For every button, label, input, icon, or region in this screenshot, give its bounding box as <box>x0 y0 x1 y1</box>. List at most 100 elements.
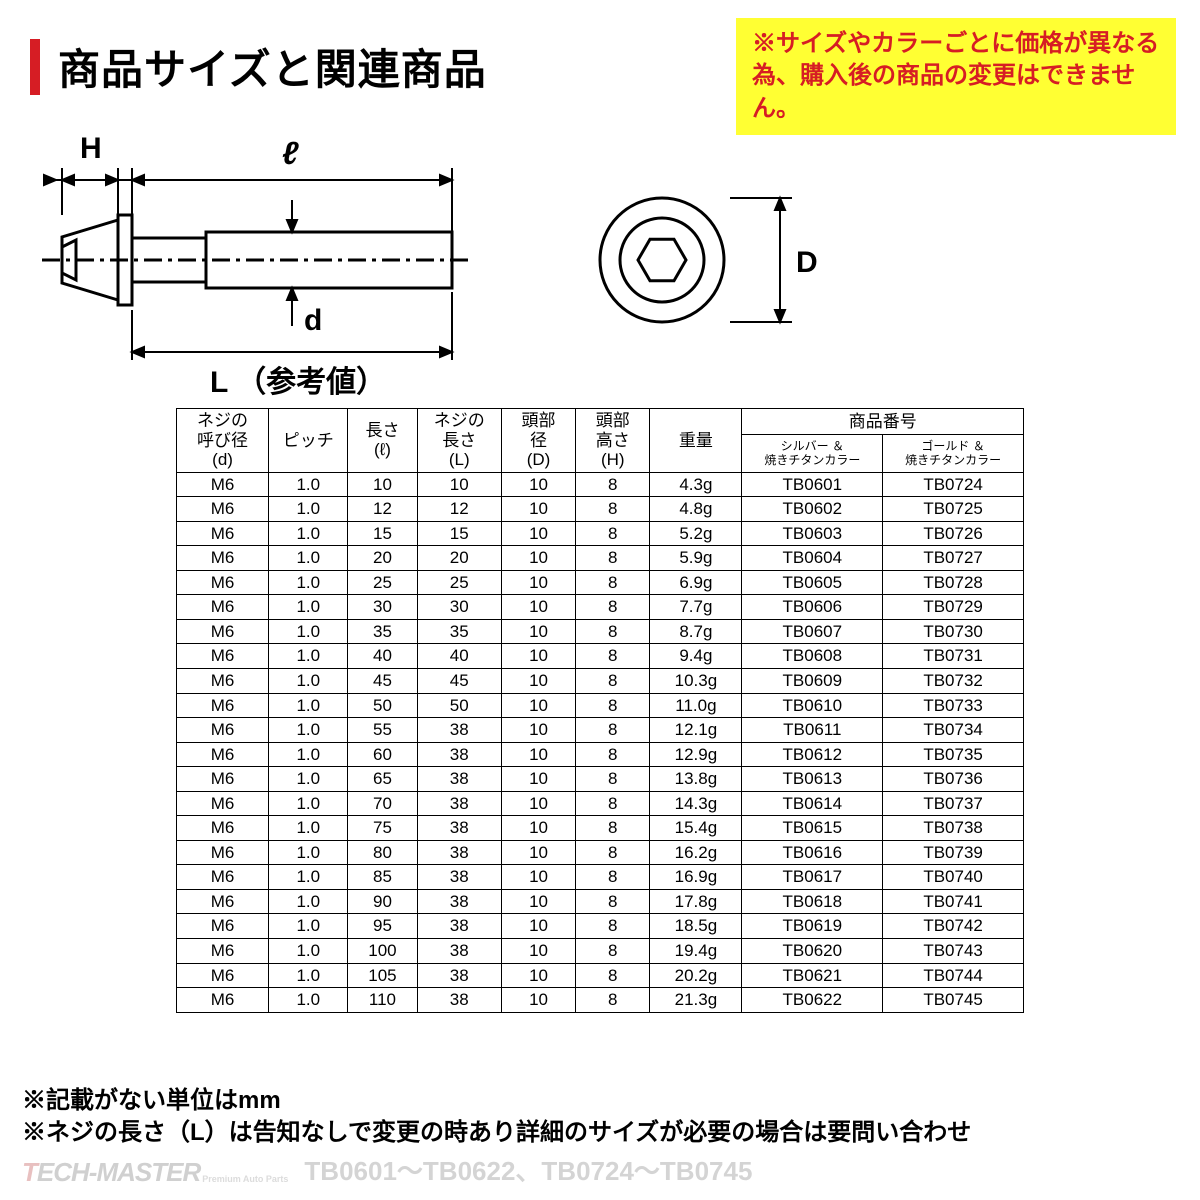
table-cell: 6.9g <box>650 570 742 595</box>
table-cell: 7.7g <box>650 595 742 620</box>
table-cell: 8 <box>576 595 650 620</box>
table-cell: 40 <box>417 644 501 669</box>
table-cell: 10 <box>501 963 575 988</box>
table-cell: 8 <box>576 497 650 522</box>
table-cell: 10 <box>501 693 575 718</box>
table-cell: TB0619 <box>742 914 883 939</box>
dim-label-H: H <box>80 132 102 165</box>
table-row: M61.0753810815.4gTB0615TB0738 <box>177 816 1024 841</box>
table-cell: 14.3g <box>650 791 742 816</box>
table-header: 頭部径(D) <box>501 409 575 473</box>
table-header: ネジの長さ(L) <box>417 409 501 473</box>
table-cell: 12 <box>417 497 501 522</box>
table-cell: TB0617 <box>742 865 883 890</box>
table-cell: 1.0 <box>269 742 348 767</box>
table-cell: 16.2g <box>650 840 742 865</box>
table-cell: M6 <box>177 963 269 988</box>
table-cell: 38 <box>417 718 501 743</box>
table-cell: 19.4g <box>650 939 742 964</box>
table-cell: 8 <box>576 939 650 964</box>
table-cell: 10 <box>501 914 575 939</box>
table-cell: 1.0 <box>269 816 348 841</box>
table-cell: 9.4g <box>650 644 742 669</box>
table-cell: M6 <box>177 889 269 914</box>
table-cell: 38 <box>417 742 501 767</box>
table-cell: 1.0 <box>269 619 348 644</box>
table-cell: 1.0 <box>269 963 348 988</box>
table-cell: 70 <box>348 791 417 816</box>
table-row: M61.010101084.3gTB0601TB0724 <box>177 472 1024 497</box>
table-cell: 5.2g <box>650 521 742 546</box>
table-cell: 20.2g <box>650 963 742 988</box>
table-row: M61.015151085.2gTB0603TB0726 <box>177 521 1024 546</box>
table-cell: 38 <box>417 914 501 939</box>
table-cell: 11.0g <box>650 693 742 718</box>
notice-box: ※サイズやカラーごとに価格が異なる為、購入後の商品の変更はできません。 <box>736 18 1176 135</box>
table-cell: TB0742 <box>883 914 1024 939</box>
table-cell: 15 <box>417 521 501 546</box>
table-header: 重量 <box>650 409 742 473</box>
table-cell: 10 <box>501 767 575 792</box>
table-cell: 8 <box>576 988 650 1013</box>
table-row: M61.0603810812.9gTB0612TB0735 <box>177 742 1024 767</box>
table-row: M61.01053810820.2gTB0621TB0744 <box>177 963 1024 988</box>
table-cell: TB0744 <box>883 963 1024 988</box>
table-cell: 8 <box>576 570 650 595</box>
table-cell: TB0607 <box>742 619 883 644</box>
table-cell: TB0727 <box>883 546 1024 571</box>
table-cell: 10 <box>501 497 575 522</box>
table-cell: 10 <box>501 472 575 497</box>
table-cell: 100 <box>348 939 417 964</box>
table-cell: 38 <box>417 816 501 841</box>
table-cell: 10 <box>501 865 575 890</box>
title-accent-bar <box>30 39 40 95</box>
table-cell: TB0608 <box>742 644 883 669</box>
table-row: M61.020201085.9gTB0604TB0727 <box>177 546 1024 571</box>
table-cell: M6 <box>177 816 269 841</box>
table-cell: 1.0 <box>269 644 348 669</box>
table-cell: TB0738 <box>883 816 1024 841</box>
table-cell: 40 <box>348 644 417 669</box>
table-cell: 13.8g <box>650 767 742 792</box>
table-cell: TB0724 <box>883 472 1024 497</box>
table-cell: TB0741 <box>883 889 1024 914</box>
table-cell: 30 <box>348 595 417 620</box>
table-cell: TB0609 <box>742 669 883 694</box>
watermark-sub: Premium Auto Parts <box>202 1174 288 1184</box>
table-row: M61.035351088.7gTB0607TB0730 <box>177 619 1024 644</box>
spec-table-head: ネジの呼び径(d)ピッチ長さ(ℓ)ネジの長さ(L)頭部径(D)頭部高さ(H)重量… <box>177 409 1024 473</box>
table-cell: TB0615 <box>742 816 883 841</box>
table-cell: TB0743 <box>883 939 1024 964</box>
table-cell: 80 <box>348 840 417 865</box>
table-cell: TB0734 <box>883 718 1024 743</box>
table-cell: 8 <box>576 693 650 718</box>
table-cell: TB0726 <box>883 521 1024 546</box>
table-cell: 1.0 <box>269 914 348 939</box>
table-cell: 38 <box>417 767 501 792</box>
table-cell: TB0606 <box>742 595 883 620</box>
table-cell: 10 <box>501 595 575 620</box>
table-cell: 38 <box>417 963 501 988</box>
table-cell: 1.0 <box>269 865 348 890</box>
table-cell: M6 <box>177 570 269 595</box>
table-cell: 10 <box>501 521 575 546</box>
table-cell: M6 <box>177 791 269 816</box>
table-cell: TB0728 <box>883 570 1024 595</box>
table-subheader: シルバー ＆焼きチタンカラー <box>742 434 883 472</box>
table-cell: 1.0 <box>269 497 348 522</box>
bolt-diagram: H ℓ d L （参考値） <box>32 120 842 400</box>
table-cell: TB0732 <box>883 669 1024 694</box>
table-cell: 10 <box>501 570 575 595</box>
table-cell: 21.3g <box>650 988 742 1013</box>
table-cell: M6 <box>177 988 269 1013</box>
table-cell: TB0733 <box>883 693 1024 718</box>
table-cell: 10.3g <box>650 669 742 694</box>
table-cell: TB0621 <box>742 963 883 988</box>
table-cell: TB0613 <box>742 767 883 792</box>
table-cell: TB0729 <box>883 595 1024 620</box>
table-cell: 10 <box>501 816 575 841</box>
table-cell: 12.1g <box>650 718 742 743</box>
table-cell: M6 <box>177 742 269 767</box>
table-cell: 50 <box>348 693 417 718</box>
table-cell: TB0622 <box>742 988 883 1013</box>
